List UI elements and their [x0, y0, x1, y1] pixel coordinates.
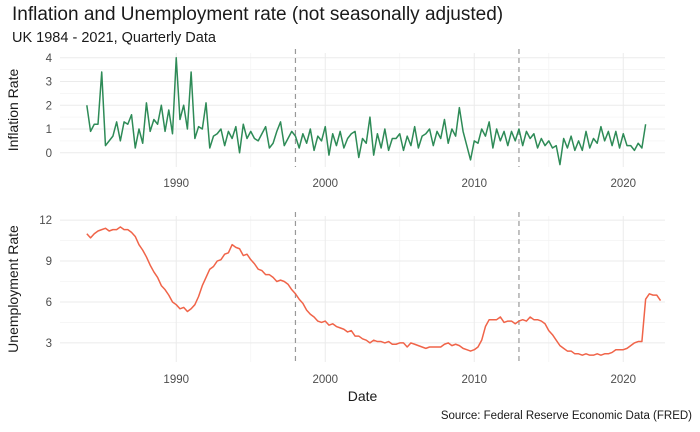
- unemployment-x-tick-label: 2010: [461, 374, 487, 386]
- chart-subtitle: UK 1984 - 2021, Quarterly Data: [12, 30, 216, 46]
- unemployment-y-tick-label: 12: [39, 215, 52, 227]
- unemployment-y-axis-label: Unemployment Rate: [5, 225, 21, 353]
- inflation-y-axis-label: Inflation Rate: [5, 69, 21, 152]
- unemployment-x-tick-label: 2000: [312, 374, 338, 386]
- unemployment-y-tick-label: 3: [46, 338, 52, 350]
- unemployment-series-line: [86, 226, 662, 356]
- inflation-y-tick-label: 3: [46, 77, 52, 89]
- unemployment-x-axis-label: Date: [348, 388, 378, 404]
- unemployment-panel: 1990 2000 2010 2020 3 6 9 12 Unemployment Rate Da…: [5, 212, 665, 404]
- inflation-y-tick-label: 0: [46, 148, 52, 160]
- unemployment-y-tick-label: 9: [46, 256, 52, 268]
- inflation-x-tick-label: 2020: [610, 178, 636, 190]
- inflation-y-tick-label: 4: [46, 53, 53, 65]
- unemployment-x-tick-label: 2020: [610, 374, 636, 386]
- chart-title: Inflation and Unemployment rate (not sea…: [12, 4, 504, 25]
- inflation-y-tick-label: 2: [46, 100, 52, 112]
- inflation-panel: 1990 2000 2010 2020 0 1 2 3 4 Inflation Rate: [5, 49, 665, 190]
- inflation-x-tick-label: 2000: [312, 178, 338, 190]
- inflation-x-tick-label: 2010: [461, 178, 487, 190]
- inflation-series-line: [86, 57, 647, 166]
- unemployment-y-tick-label: 6: [46, 297, 52, 309]
- inflation-y-tick-label: 1: [46, 124, 52, 136]
- inflation-x-tick-label: 1990: [163, 178, 189, 190]
- unemployment-x-tick-label: 1990: [163, 374, 189, 386]
- chart-caption: Source: Federal Reserve Economic Data (F…: [440, 410, 692, 422]
